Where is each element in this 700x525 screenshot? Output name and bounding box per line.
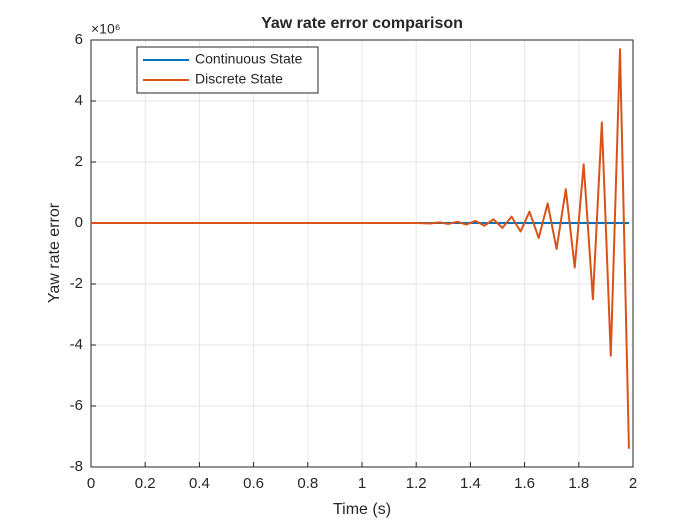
y-tick-label: 2 — [75, 153, 83, 170]
x-tick-label: 1.6 — [514, 475, 535, 492]
legend-label: Discrete State — [195, 71, 283, 87]
axes-box — [90, 39, 634, 468]
data-line — [91, 48, 630, 449]
y-axis-label: Yaw rate error — [46, 202, 63, 303]
y-tick-label: -8 — [70, 458, 83, 475]
x-tick-label: 0.6 — [243, 475, 264, 492]
y-tick-label: 4 — [75, 92, 83, 109]
legend-box — [136, 46, 319, 94]
x-tick-label: 0.8 — [297, 475, 318, 492]
y-tick-label: -4 — [70, 336, 83, 353]
x-axis-label: Time (s) — [333, 501, 391, 518]
x-tick-label: 1.8 — [568, 475, 589, 492]
x-tick-label: 1.2 — [406, 475, 427, 492]
x-tick-label: 1 — [358, 475, 366, 492]
legend-label: Continuous State — [195, 51, 303, 67]
y-tick-label: -2 — [70, 275, 83, 292]
x-tick-label: 0 — [87, 475, 95, 492]
y-tick-label: 6 — [75, 31, 83, 48]
chart-title: Yaw rate error comparison — [261, 15, 463, 32]
x-tick-label: 0.2 — [135, 475, 156, 492]
y-tick-label: -6 — [70, 397, 83, 414]
x-tick-label: 1.4 — [460, 475, 481, 492]
y-tick-label: 0 — [75, 214, 83, 231]
x-tick-label: 2 — [629, 475, 637, 492]
exponent-label: ×10⁶ — [91, 21, 121, 37]
x-tick-label: 0.4 — [189, 475, 210, 492]
